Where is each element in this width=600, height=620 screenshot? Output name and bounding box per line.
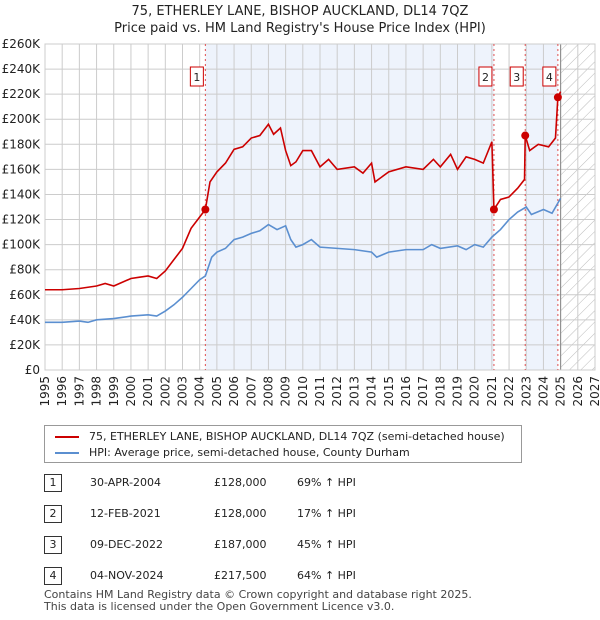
y-tick-label: £0	[25, 363, 40, 377]
x-tick-label: 2013	[347, 376, 361, 407]
y-tick-label: £260K	[2, 37, 42, 51]
x-tick-label: 1996	[55, 376, 69, 407]
x-tick-label: 2009	[279, 376, 293, 407]
x-tick-label: 2020	[468, 376, 482, 407]
sale-price: £217,500	[214, 569, 267, 582]
sale-point	[489, 205, 498, 214]
sale-date: 12-FEB-2021	[90, 507, 161, 520]
y-tick-label: £20K	[9, 338, 41, 352]
sale-date: 30-APR-2004	[90, 476, 162, 489]
sale-row: 1 30-APR-2004 £128,000 69% ↑ HPI	[44, 474, 444, 494]
x-tick-label: 2000	[124, 376, 138, 407]
sale-price: £128,000	[214, 476, 267, 489]
y-tick-label: £160K	[2, 162, 42, 176]
sale-hpi: 45% ↑ HPI	[297, 538, 356, 551]
sale-hpi: 17% ↑ HPI	[297, 507, 356, 520]
x-tick-label: 2018	[433, 376, 447, 407]
chart-subtitle: Price paid vs. HM Land Registry's House …	[114, 21, 486, 36]
x-tick-label: 2015	[382, 376, 396, 407]
x-tick-label: 2023	[519, 376, 533, 407]
x-tick-label: 2026	[571, 376, 585, 407]
x-tick-label: 2003	[176, 376, 190, 407]
sale-label: 1	[193, 71, 200, 84]
sale-hpi: 69% ↑ HPI	[297, 476, 356, 489]
sale-number: 2	[44, 505, 62, 523]
plot-frame	[44, 43, 596, 371]
y-tick-label: £120K	[2, 213, 42, 227]
sale-price: £187,000	[214, 538, 267, 551]
x-tick-label: 2016	[399, 376, 413, 407]
footer-line: Contains HM Land Registry data © Crown c…	[44, 588, 472, 601]
sale-label: 3	[513, 71, 520, 84]
sale-point	[521, 131, 530, 140]
legend-label: 75, ETHERLEY LANE, BISHOP AUCKLAND, DL14…	[89, 430, 505, 443]
series-line	[45, 197, 562, 324]
y-tick-label: £240K	[2, 62, 42, 76]
sale-price: £128,000	[214, 507, 267, 520]
sale-row: 3 09-DEC-2022 £187,000 45% ↑ HPI	[44, 536, 444, 556]
x-tick-label: 2022	[502, 376, 516, 407]
x-tick-label: 2006	[227, 376, 241, 407]
x-tick-label: 2010	[296, 376, 310, 407]
sale-row: 2 12-FEB-2021 £128,000 17% ↑ HPI	[44, 505, 444, 525]
x-tick-label: 2002	[158, 376, 172, 407]
legend-item-hpi: HPI: Average price, semi-detached house,…	[55, 446, 410, 459]
sale-hpi: 64% ↑ HPI	[297, 569, 356, 582]
y-tick-label: £200K	[2, 112, 42, 126]
legend-label: HPI: Average price, semi-detached house,…	[89, 446, 410, 459]
sale-row: 4 04-NOV-2024 £217,500 64% ↑ HPI	[44, 567, 444, 587]
x-tick-label: 1998	[90, 376, 104, 407]
x-tick-label: 2024	[536, 376, 550, 407]
x-tick-label: 2001	[141, 376, 155, 407]
sale-point	[201, 205, 210, 214]
legend: 75, ETHERLEY LANE, BISHOP AUCKLAND, DL14…	[44, 425, 522, 463]
series-line	[45, 91, 562, 291]
sale-label-box	[189, 66, 204, 87]
y-tick-label: £220K	[2, 87, 42, 101]
y-tick-label: £80K	[9, 263, 41, 277]
sale-label: 4	[546, 71, 553, 84]
sale-number: 1	[44, 474, 62, 492]
x-tick-label: 2012	[330, 376, 344, 407]
footer: Contains HM Land Registry data © Crown c…	[44, 589, 472, 613]
sale-date: 09-DEC-2022	[90, 538, 164, 551]
x-tick-label: 1999	[107, 376, 121, 407]
sale-label: 2	[482, 71, 489, 84]
y-tick-label: £60K	[9, 288, 41, 302]
x-tick-label: 1995	[38, 376, 52, 407]
shaded-region	[525, 44, 558, 370]
y-tick-label: £100K	[2, 238, 42, 252]
x-tick-label: 1997	[72, 376, 86, 407]
sale-number: 4	[44, 567, 62, 585]
y-tick-label: £140K	[2, 187, 42, 201]
x-tick-label: 2005	[210, 376, 224, 407]
x-tick-label: 2017	[416, 376, 430, 407]
sale-number: 3	[44, 536, 62, 554]
chart-title: 75, ETHERLEY LANE, BISHOP AUCKLAND, DL14…	[131, 4, 469, 19]
x-tick-label: 2011	[313, 376, 327, 407]
shaded-region	[205, 44, 494, 370]
x-tick-label: 2025	[554, 376, 568, 407]
sale-date: 04-NOV-2024	[90, 569, 164, 582]
y-tick-label: £180K	[2, 137, 42, 151]
sale-label-box	[478, 66, 493, 87]
y-tick-label: £40K	[9, 313, 41, 327]
x-tick-label: 2019	[451, 376, 465, 407]
sale-point	[553, 93, 562, 102]
sale-label-box	[509, 66, 524, 87]
x-tick-label: 2007	[244, 376, 258, 407]
x-tick-label: 2021	[485, 376, 499, 407]
x-tick-label: 2008	[261, 376, 275, 407]
x-tick-label: 2004	[193, 376, 207, 407]
x-tick-label: 2014	[365, 376, 379, 407]
footer-line: This data is licensed under the Open Gov…	[44, 600, 395, 613]
x-tick-label: 2027	[588, 376, 600, 407]
sale-label-box	[542, 66, 557, 87]
legend-item-price: 75, ETHERLEY LANE, BISHOP AUCKLAND, DL14…	[55, 430, 505, 443]
line-chart: 1995 1996 1997 1998 1999 2000 2001 2002 2003 2004…	[2, 37, 600, 407]
